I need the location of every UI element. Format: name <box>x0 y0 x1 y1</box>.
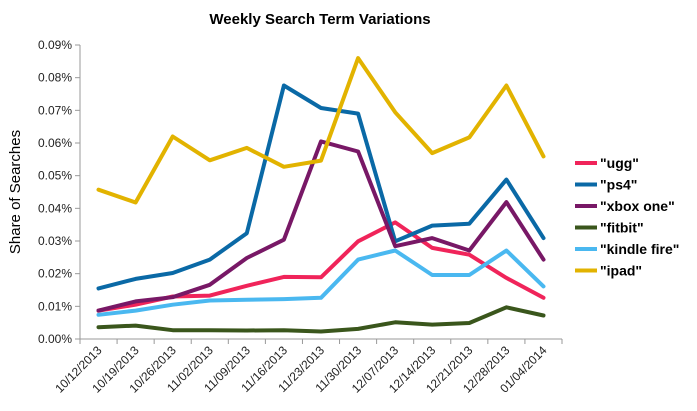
y-tick-label: 0.05% <box>38 169 72 183</box>
series-line <box>96 139 546 313</box>
y-tick-label: 0.04% <box>38 201 72 215</box>
legend-label: "fitbit" <box>600 220 644 236</box>
y-tick-label: 0.00% <box>38 332 72 346</box>
y-tick-label: 0.02% <box>38 267 72 281</box>
legend-label: "xbox one" <box>600 198 675 214</box>
legend-label: "ps4" <box>600 177 637 193</box>
y-axis-label: Share of Searches <box>7 130 24 254</box>
series-line <box>96 83 546 291</box>
chart-title: Weekly Search Term Variations <box>209 11 430 28</box>
y-tick-label: 0.07% <box>38 103 72 117</box>
legend-label: "ugg" <box>600 155 639 171</box>
legend-label: "kindle fire" <box>600 241 679 257</box>
y-tick-label: 0.06% <box>38 136 72 150</box>
legend-label: "ipad" <box>600 263 642 279</box>
series-line <box>96 305 546 334</box>
series-line <box>96 248 546 317</box>
y-tick-label: 0.01% <box>38 299 72 313</box>
y-tick-label: 0.03% <box>38 234 72 248</box>
y-tick-label: 0.08% <box>38 71 72 85</box>
y-tick-label: 0.09% <box>38 38 72 52</box>
series-line <box>96 56 546 205</box>
